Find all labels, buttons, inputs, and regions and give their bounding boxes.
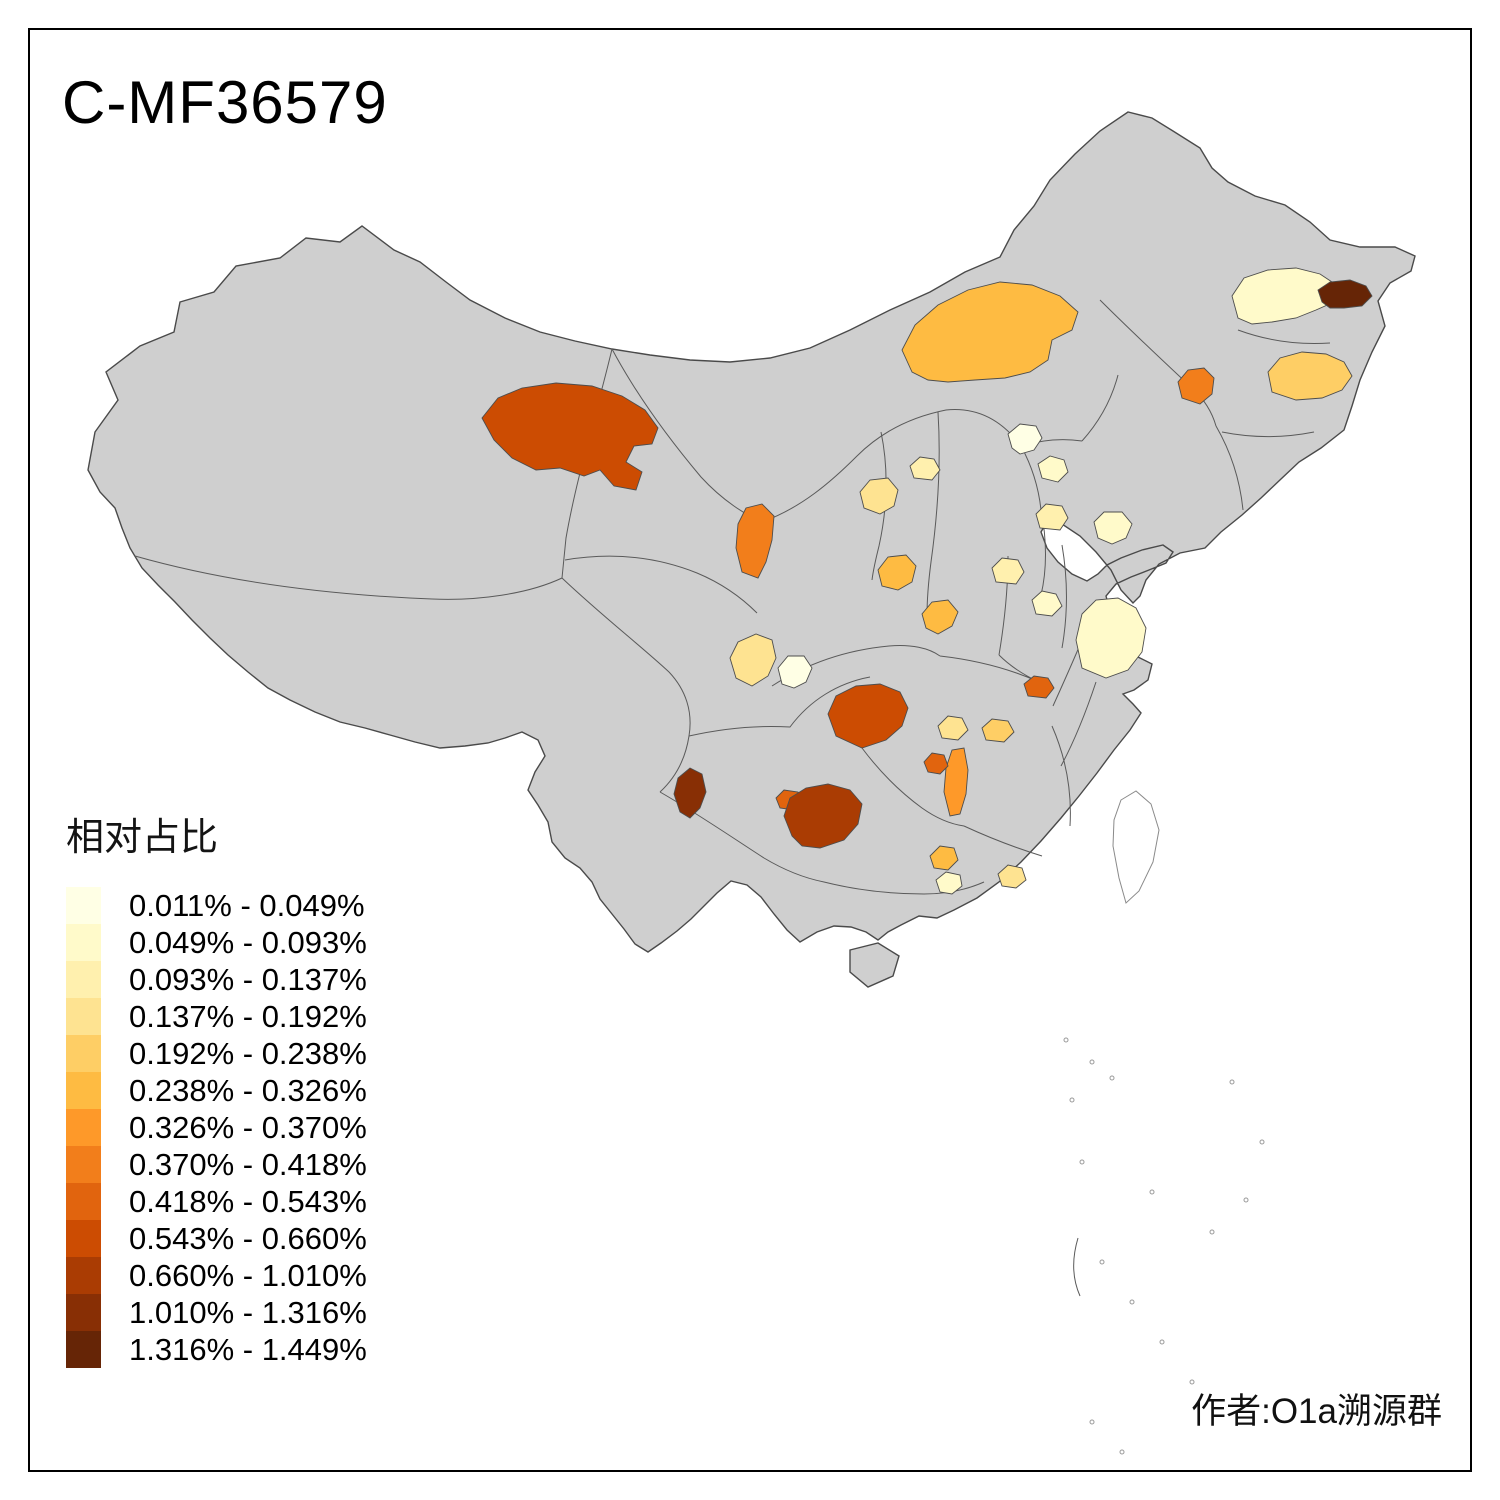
legend-label: 0.137% - 0.192% (129, 998, 367, 1034)
legend-label: 0.011% - 0.049% (129, 887, 365, 923)
region-guangxi-south (935, 871, 963, 895)
region-guangdong-north (997, 864, 1027, 889)
region-shanxi-central (859, 477, 899, 515)
region-guangxi-north (929, 845, 959, 871)
region-ningxia (735, 503, 775, 579)
region-shaanxi-north (909, 456, 941, 481)
region-heilongjiang-east (1317, 279, 1373, 309)
legend-swatch (66, 1109, 101, 1146)
legend-label: 0.093% - 0.137% (129, 961, 367, 997)
legend-row: 0.418% - 0.543% (66, 1183, 486, 1220)
legend-swatch (66, 1146, 101, 1183)
legend-swatch (66, 1183, 101, 1220)
region-shaanxi-south (921, 599, 959, 635)
region-hubei-west (1023, 675, 1055, 699)
region-gansu-south (729, 633, 777, 687)
legend-rows: 0.011% - 0.049% 0.049% - 0.093% 0.093% - 0… (66, 887, 486, 1368)
region-hunan-north (937, 715, 969, 741)
legend: 相对占比 0.011% - 0.049% 0.049% - 0.093% 0.093… (66, 806, 486, 1368)
hainan-island (849, 942, 900, 988)
region-chongqing (827, 683, 909, 749)
legend-swatch (66, 1294, 101, 1331)
legend-row: 0.326% - 0.370% (66, 1109, 486, 1146)
legend-title: 相对占比 (66, 817, 219, 859)
legend-label: 0.543% - 0.660% (129, 1220, 367, 1256)
legend-label: 0.370% - 0.418% (129, 1146, 367, 1182)
region-east-xinjiang (481, 382, 659, 491)
legend-label: 0.418% - 0.543% (129, 1183, 367, 1219)
legend-swatch (66, 1220, 101, 1257)
region-hebei-south (1035, 503, 1069, 531)
legend-label: 0.049% - 0.093% (129, 924, 367, 960)
legend-swatch (66, 1072, 101, 1109)
legend-label: 0.238% - 0.326% (129, 1072, 367, 1108)
legend-label: 0.660% - 1.010% (129, 1257, 367, 1293)
region-jiangsu-anhui (1075, 597, 1147, 679)
region-henan-east (1031, 590, 1063, 617)
legend-swatch (66, 1257, 101, 1294)
legend-row: 0.370% - 0.418% (66, 1146, 486, 1183)
legend-row: 0.192% - 0.238% (66, 1035, 486, 1072)
legend-swatch (66, 1331, 101, 1368)
legend-label: 1.316% - 1.449% (129, 1331, 367, 1367)
legend-row: 0.543% - 0.660% (66, 1220, 486, 1257)
region-jilin-east (1267, 351, 1353, 401)
legend-swatch (66, 961, 101, 998)
legend-label: 0.192% - 0.238% (129, 1035, 367, 1071)
legend-swatch (66, 998, 101, 1035)
legend-row: 0.660% - 1.010% (66, 1257, 486, 1294)
colored-regions (481, 267, 1373, 895)
region-henan-west (991, 557, 1025, 585)
region-liaoning-west (1177, 367, 1215, 405)
legend-swatch (66, 1035, 101, 1072)
region-sichuan-south (673, 767, 707, 819)
region-shaanxi-central (877, 554, 917, 591)
legend-row: 0.238% - 0.326% (66, 1072, 486, 1109)
page-title: C-MF36579 (62, 69, 388, 136)
legend-label: 1.010% - 1.316% (129, 1294, 367, 1330)
legend-row: 1.010% - 1.316% (66, 1294, 486, 1331)
region-hunan-small (923, 752, 949, 775)
legend-row: 0.093% - 0.137% (66, 961, 486, 998)
legend-swatch (66, 887, 101, 924)
region-inner-mongolia-central (901, 281, 1079, 383)
region-sichuan-north (777, 655, 813, 689)
legend-swatch (66, 924, 101, 961)
legend-label: 0.326% - 0.370% (129, 1109, 367, 1145)
legend-row: 1.316% - 1.449% (66, 1331, 486, 1368)
region-hunan-west-strip (943, 747, 969, 817)
taiwan-island (1112, 790, 1160, 904)
region-shandong-west (1093, 511, 1133, 545)
legend-row: 0.137% - 0.192% (66, 998, 486, 1035)
region-hunan-east (981, 718, 1015, 743)
region-beijing-area-a (1007, 423, 1043, 455)
south-china-sea-islands (1063, 1037, 1265, 1455)
legend-row: 0.011% - 0.049% (66, 887, 486, 924)
attribution: 作者:O1a溯源群 (1191, 1392, 1442, 1431)
legend-row: 0.049% - 0.093% (66, 924, 486, 961)
region-beijing-area-b (1037, 455, 1069, 483)
region-guizhou (783, 783, 863, 849)
